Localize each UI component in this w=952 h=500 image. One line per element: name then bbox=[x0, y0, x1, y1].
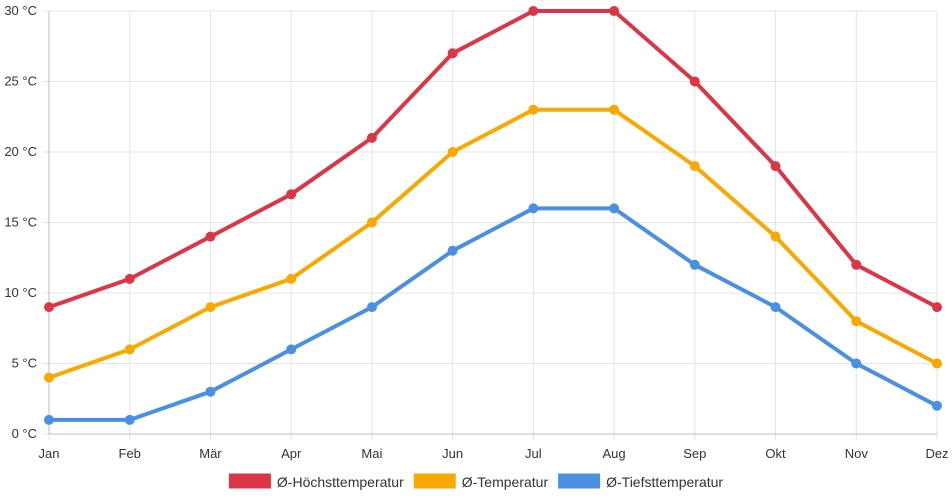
data-point[interactable] bbox=[124, 273, 135, 284]
data-point[interactable] bbox=[851, 358, 862, 369]
data-point[interactable] bbox=[528, 203, 539, 214]
x-tick-label: Apr bbox=[281, 446, 302, 461]
data-point[interactable] bbox=[366, 217, 377, 228]
data-point[interactable] bbox=[447, 147, 458, 157]
data-point[interactable] bbox=[44, 372, 54, 383]
legend-swatch bbox=[228, 473, 271, 489]
legend[interactable]: Ø-Höchsttemperatur Ø-Temperatur Ø-Tiefstte… bbox=[228, 473, 723, 491]
x-tick-label: Mai bbox=[361, 446, 382, 461]
series-line bbox=[47, 9, 939, 310]
x-tick-label: Feb bbox=[119, 446, 141, 461]
x-tick-label: Okt bbox=[765, 446, 786, 461]
data-point[interactable] bbox=[286, 344, 297, 355]
x-tick-label: Sep bbox=[683, 446, 706, 461]
data-point[interactable] bbox=[205, 302, 216, 313]
x-tick-label: Nov bbox=[845, 446, 869, 461]
y-tick-label: 20 °C bbox=[4, 144, 37, 159]
y-tick-label: 0 °C bbox=[12, 426, 37, 441]
series-0 bbox=[44, 6, 942, 313]
data-point[interactable] bbox=[205, 386, 216, 397]
legend-swatch bbox=[558, 473, 601, 489]
data-point[interactable] bbox=[932, 302, 942, 313]
grid bbox=[43, 10, 938, 440]
data-point[interactable] bbox=[609, 203, 620, 214]
data-point[interactable] bbox=[770, 161, 781, 172]
data-point[interactable] bbox=[609, 104, 620, 115]
data-point[interactable] bbox=[770, 231, 781, 242]
data-point[interactable] bbox=[689, 161, 700, 172]
x-tick-label: Jan bbox=[39, 446, 60, 461]
x-tick-label: Jul bbox=[525, 446, 542, 461]
data-point[interactable] bbox=[44, 414, 54, 425]
x-tick-label: Mär bbox=[199, 446, 222, 461]
data-point[interactable] bbox=[689, 76, 700, 87]
series-2 bbox=[44, 203, 942, 425]
data-point[interactable] bbox=[205, 231, 216, 242]
data-point[interactable] bbox=[366, 302, 377, 313]
series-line bbox=[47, 206, 939, 422]
x-tick-label: Jun bbox=[442, 446, 463, 461]
data-point[interactable] bbox=[286, 189, 297, 200]
x-tick-label: Aug bbox=[603, 446, 626, 461]
data-point[interactable] bbox=[124, 344, 135, 355]
data-point[interactable] bbox=[366, 132, 377, 143]
legend-label: Ø-Tiefsttemperatur bbox=[606, 474, 723, 490]
data-point[interactable] bbox=[286, 273, 297, 284]
data-point[interactable] bbox=[447, 48, 458, 59]
data-point[interactable] bbox=[447, 245, 458, 256]
legend-item[interactable]: Ø-Tiefsttemperatur bbox=[558, 473, 723, 491]
y-tick-label: 5 °C bbox=[12, 356, 37, 371]
data-point[interactable] bbox=[689, 259, 700, 270]
data-point[interactable] bbox=[44, 302, 54, 313]
legend-item[interactable]: Ø-Temperatur bbox=[413, 473, 549, 491]
series-1 bbox=[44, 104, 942, 383]
data-point[interactable] bbox=[851, 259, 862, 270]
series-lines bbox=[44, 6, 942, 425]
x-tick-label: Dez bbox=[925, 446, 948, 461]
legend-label: Ø-Temperatur bbox=[462, 474, 549, 490]
series-line bbox=[47, 107, 939, 380]
legend-label: Ø-Höchsttemperatur bbox=[277, 474, 404, 490]
data-point[interactable] bbox=[528, 6, 539, 16]
data-point[interactable] bbox=[609, 6, 620, 16]
y-tick-label: 30 °C bbox=[4, 3, 37, 18]
legend-swatch bbox=[413, 473, 456, 489]
legend-item[interactable]: Ø-Höchsttemperatur bbox=[228, 473, 404, 491]
data-point[interactable] bbox=[528, 104, 539, 115]
y-tick-label: 15 °C bbox=[4, 215, 37, 230]
data-point[interactable] bbox=[932, 358, 942, 369]
data-point[interactable] bbox=[851, 316, 862, 327]
data-point[interactable] bbox=[770, 302, 781, 313]
data-point[interactable] bbox=[932, 400, 942, 411]
y-tick-label: 10 °C bbox=[4, 285, 37, 300]
y-tick-label: 25 °C bbox=[4, 74, 37, 89]
axes: 0 °C 5 °C 10 °C 15 °C 20 °C 25 °C 30 °C Jan Feb M… bbox=[4, 3, 948, 461]
data-point[interactable] bbox=[124, 414, 135, 425]
